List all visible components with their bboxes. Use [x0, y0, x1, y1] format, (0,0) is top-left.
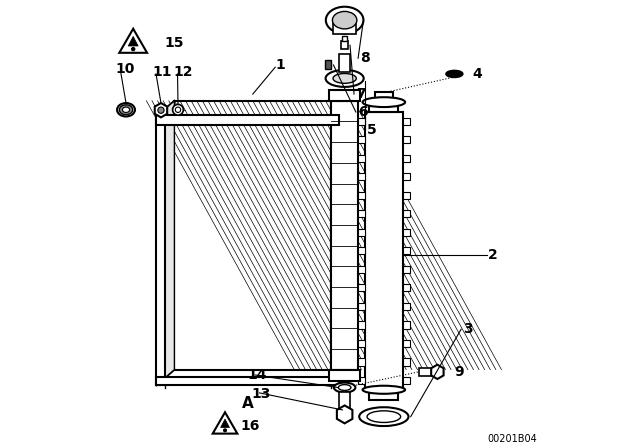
Ellipse shape	[326, 7, 364, 34]
Polygon shape	[358, 229, 365, 236]
Bar	[419, 368, 436, 376]
Polygon shape	[403, 266, 410, 273]
Polygon shape	[403, 303, 410, 310]
Ellipse shape	[117, 103, 135, 116]
Polygon shape	[358, 303, 365, 310]
Bar	[157, 116, 164, 385]
Bar	[174, 101, 332, 370]
Circle shape	[175, 107, 180, 112]
Circle shape	[173, 104, 184, 115]
Bar	[369, 390, 398, 400]
Circle shape	[132, 47, 134, 51]
Polygon shape	[403, 229, 410, 236]
Text: 3: 3	[463, 322, 473, 336]
Polygon shape	[403, 284, 410, 292]
Bar	[365, 112, 403, 390]
Text: 16: 16	[240, 419, 260, 434]
Text: 5: 5	[367, 123, 377, 137]
Text: 14: 14	[248, 368, 267, 382]
Ellipse shape	[326, 70, 364, 87]
Polygon shape	[403, 136, 410, 143]
Polygon shape	[358, 192, 365, 199]
Text: 9: 9	[454, 365, 464, 379]
Ellipse shape	[446, 70, 463, 78]
Polygon shape	[358, 321, 365, 328]
Bar	[329, 90, 360, 101]
Polygon shape	[157, 101, 174, 385]
Polygon shape	[358, 377, 365, 384]
Polygon shape	[403, 247, 410, 254]
Polygon shape	[358, 210, 365, 217]
Polygon shape	[403, 321, 410, 328]
Polygon shape	[358, 136, 365, 143]
Text: A: A	[242, 396, 253, 410]
Text: 15: 15	[164, 35, 184, 50]
Bar	[339, 54, 350, 72]
Text: 6: 6	[358, 105, 368, 119]
Polygon shape	[358, 266, 365, 273]
Polygon shape	[403, 192, 410, 199]
Ellipse shape	[362, 386, 405, 394]
Text: 11: 11	[152, 65, 172, 79]
Polygon shape	[358, 118, 365, 125]
Ellipse shape	[367, 411, 401, 422]
Bar	[325, 60, 331, 69]
Ellipse shape	[339, 384, 351, 390]
Polygon shape	[155, 103, 167, 117]
Text: 7: 7	[356, 87, 365, 101]
Ellipse shape	[122, 107, 130, 112]
Polygon shape	[358, 247, 365, 254]
Polygon shape	[119, 29, 147, 53]
Text: 8: 8	[360, 51, 370, 65]
Text: 2: 2	[488, 248, 498, 263]
Ellipse shape	[334, 383, 355, 392]
Bar	[157, 377, 339, 385]
Ellipse shape	[359, 407, 408, 426]
Text: 4: 4	[472, 67, 482, 81]
Polygon shape	[358, 173, 365, 181]
Polygon shape	[358, 358, 365, 366]
Text: 13: 13	[252, 387, 271, 401]
Polygon shape	[128, 36, 138, 46]
Polygon shape	[337, 405, 353, 423]
Bar	[329, 370, 360, 381]
Polygon shape	[403, 155, 410, 162]
Circle shape	[158, 107, 164, 113]
Polygon shape	[403, 377, 410, 384]
Bar	[339, 392, 350, 412]
Text: 10: 10	[115, 62, 134, 77]
Bar	[341, 41, 348, 49]
Polygon shape	[403, 118, 410, 125]
Polygon shape	[212, 412, 237, 434]
Text: 1: 1	[275, 58, 285, 72]
Bar	[157, 115, 339, 125]
Bar	[342, 36, 347, 41]
Circle shape	[223, 429, 227, 432]
Bar	[332, 101, 358, 370]
Polygon shape	[403, 173, 410, 181]
Polygon shape	[221, 419, 230, 427]
Ellipse shape	[332, 12, 357, 29]
Polygon shape	[403, 358, 410, 366]
Polygon shape	[403, 340, 410, 347]
Polygon shape	[403, 210, 410, 217]
Polygon shape	[431, 365, 444, 379]
Ellipse shape	[333, 73, 356, 83]
Polygon shape	[358, 340, 365, 347]
Bar	[369, 102, 398, 112]
Text: 12: 12	[173, 65, 193, 79]
Ellipse shape	[362, 97, 405, 107]
Polygon shape	[358, 284, 365, 292]
Polygon shape	[358, 155, 365, 162]
Bar	[374, 92, 393, 102]
Text: 00201B04: 00201B04	[488, 435, 538, 444]
Bar	[333, 23, 356, 34]
Ellipse shape	[119, 105, 132, 115]
